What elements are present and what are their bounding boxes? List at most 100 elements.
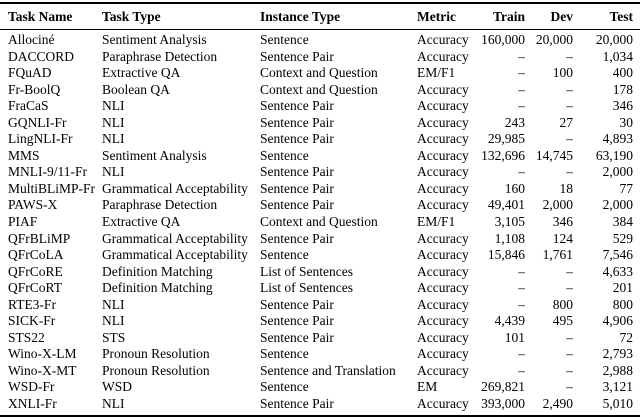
cell-task-name: GQNLI-Fr bbox=[8, 114, 67, 130]
cell-task-type: Pronoun Resolution bbox=[102, 346, 210, 362]
cell-task-name: MNLI-9/11-Fr bbox=[8, 164, 87, 180]
cell-test: 2,793 bbox=[602, 346, 633, 362]
cell-test: 7,546 bbox=[602, 247, 633, 263]
cell-instance-type: List of Sentences bbox=[260, 280, 353, 296]
cell-dev: – bbox=[566, 98, 573, 114]
cell-dev: – bbox=[566, 280, 573, 296]
cell-instance-type: Sentence Pair bbox=[260, 131, 334, 147]
cell-task-name: QFrBLiMP bbox=[8, 230, 71, 246]
cell-train: 101 bbox=[504, 329, 525, 345]
cell-metric: Accuracy bbox=[417, 396, 469, 412]
cell-instance-type: Context and Question bbox=[260, 214, 378, 230]
cell-dev: 346 bbox=[552, 214, 573, 230]
cell-test: 346 bbox=[612, 98, 633, 114]
cell-train: 3,105 bbox=[494, 214, 525, 230]
cell-task-type: Grammatical Acceptability bbox=[102, 247, 248, 263]
cell-task-type: Definition Matching bbox=[102, 263, 213, 279]
cell-metric: Accuracy bbox=[417, 362, 469, 378]
cell-dev: 20,000 bbox=[535, 32, 573, 47]
cell-task-name: QFrCoLA bbox=[8, 247, 64, 263]
column-header-instance-type: Instance Type bbox=[260, 3, 417, 30]
cell-instance-type: Sentence Pair bbox=[260, 313, 334, 329]
cell-dev: – bbox=[566, 48, 573, 64]
cell-metric: Accuracy bbox=[417, 280, 469, 296]
cell-dev: 124 bbox=[552, 230, 573, 246]
cell-metric: Accuracy bbox=[417, 313, 469, 329]
cell-task-type: Pronoun Resolution bbox=[102, 362, 210, 378]
table-row: XNLI-Fr NLI Sentence Pair Accuracy 393,000 2,… bbox=[0, 396, 640, 416]
cell-instance-type: Sentence Pair bbox=[260, 197, 334, 213]
cell-task-type: NLI bbox=[102, 164, 125, 180]
cell-metric: Accuracy bbox=[417, 81, 469, 97]
table-row: QFrCoRE Definition Matching List of Senten… bbox=[0, 264, 640, 281]
cell-train: – bbox=[518, 65, 525, 81]
cell-instance-type: Sentence bbox=[260, 379, 309, 395]
cell-task-type: Definition Matching bbox=[102, 280, 213, 296]
cell-instance-type: List of Sentences bbox=[260, 263, 353, 279]
cell-metric: Accuracy bbox=[417, 296, 469, 312]
cell-dev: – bbox=[566, 131, 573, 147]
cell-train: – bbox=[518, 263, 525, 279]
table-row: DACCORD Paraphrase Detection Sentence Pair… bbox=[0, 49, 640, 66]
cell-instance-type: Sentence Pair bbox=[260, 329, 334, 345]
table-row: FraCaS NLI Sentence Pair Accuracy – – 346 bbox=[0, 98, 640, 115]
cell-train: 1,108 bbox=[494, 230, 525, 246]
table-row: Wino-X-MT Pronoun Resolution Sentence and … bbox=[0, 363, 640, 380]
cell-task-name: LingNLI-Fr bbox=[8, 131, 73, 147]
cell-test: 178 bbox=[612, 81, 633, 97]
cell-instance-type: Sentence Pair bbox=[260, 296, 334, 312]
cell-task-name: QFrCoRT bbox=[8, 280, 62, 296]
table-row: Fr-BoolQ Boolean QA Context and Question Ac… bbox=[0, 82, 640, 99]
cell-task-type: Extractive QA bbox=[102, 214, 181, 230]
cell-train: 243 bbox=[504, 114, 525, 130]
cell-metric: Accuracy bbox=[417, 180, 469, 196]
cell-train: 160 bbox=[504, 180, 525, 196]
cell-train: 29,985 bbox=[487, 131, 525, 147]
cell-test: 400 bbox=[612, 65, 633, 81]
cell-metric: Accuracy bbox=[417, 147, 469, 163]
cell-train: – bbox=[518, 164, 525, 180]
column-header-train: Train bbox=[475, 3, 525, 30]
table-head: Task Name Task Type Instance Type Metric Tra… bbox=[0, 3, 640, 30]
cell-train: 269,821 bbox=[481, 379, 525, 395]
cell-instance-type: Sentence Pair bbox=[260, 164, 334, 180]
cell-task-type: WSD bbox=[102, 379, 132, 395]
table-row: MultiBLiMP-Fr Grammatical Acceptability Se… bbox=[0, 181, 640, 198]
cell-test: 201 bbox=[612, 280, 633, 296]
cell-dev: – bbox=[566, 346, 573, 362]
table-row: STS22 STS Sentence Pair Accuracy 101 – 72 bbox=[0, 330, 640, 347]
cell-train: – bbox=[518, 280, 525, 296]
cell-test: 800 bbox=[612, 296, 633, 312]
cell-test: 2,000 bbox=[602, 197, 633, 213]
cell-instance-type: Sentence bbox=[260, 32, 309, 47]
cell-instance-type: Sentence Pair bbox=[260, 396, 334, 412]
cell-dev: – bbox=[566, 379, 573, 395]
cell-instance-type: Sentence Pair bbox=[260, 114, 334, 130]
cell-task-type: Sentiment Analysis bbox=[102, 32, 207, 47]
table-row: LingNLI-Fr NLI Sentence Pair Accuracy 29,985… bbox=[0, 131, 640, 148]
cell-task-name: Wino-X-MT bbox=[8, 362, 77, 378]
cell-instance-type: Sentence Pair bbox=[260, 98, 334, 114]
cell-task-name: FraCaS bbox=[8, 98, 49, 114]
cell-task-type: Grammatical Acceptability bbox=[102, 230, 248, 246]
cell-train: 393,000 bbox=[481, 396, 525, 412]
column-header-task-name: Task Name bbox=[0, 3, 102, 30]
cell-metric: Accuracy bbox=[417, 197, 469, 213]
cell-test: 4,633 bbox=[602, 263, 633, 279]
cell-task-name: RTE3-Fr bbox=[8, 296, 56, 312]
cell-task-type: Paraphrase Detection bbox=[102, 197, 218, 213]
cell-task-name: QFrCoRE bbox=[8, 263, 63, 279]
cell-task-type: NLI bbox=[102, 296, 125, 312]
cell-instance-type: Context and Question bbox=[260, 65, 378, 81]
cell-task-name: Wino-X-LM bbox=[8, 346, 77, 362]
cell-task-name: Fr-BoolQ bbox=[8, 81, 61, 97]
cell-metric: Accuracy bbox=[417, 131, 469, 147]
cell-test: 20,000 bbox=[595, 32, 633, 47]
cell-task-type: STS bbox=[102, 329, 126, 345]
cell-train: – bbox=[518, 81, 525, 97]
cell-dev: – bbox=[566, 362, 573, 378]
cell-task-name: XNLI-Fr bbox=[8, 396, 57, 412]
cell-train: 160,000 bbox=[481, 32, 525, 47]
cell-metric: Accuracy bbox=[417, 114, 469, 130]
column-header-dev: Dev bbox=[525, 3, 573, 30]
